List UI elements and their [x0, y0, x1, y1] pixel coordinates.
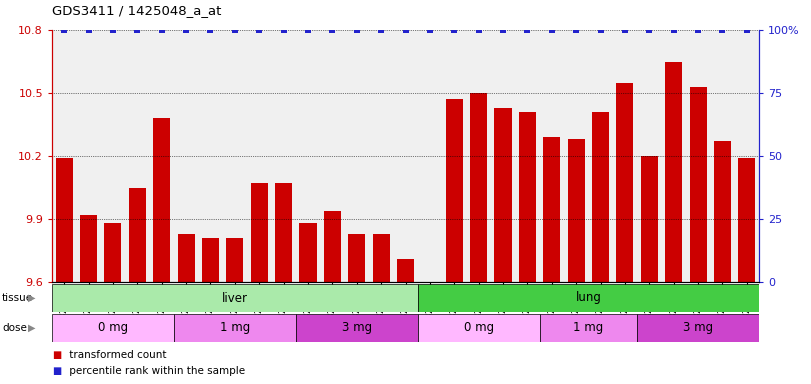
Point	[326, 27, 339, 33]
Point	[448, 27, 461, 33]
Bar	[251, 183, 268, 282]
Point	[643, 27, 656, 33]
Point	[619, 27, 632, 33]
Bar	[372, 234, 389, 282]
Text: 0 mg: 0 mg	[98, 321, 128, 334]
Bar	[738, 158, 755, 282]
Point	[106, 27, 119, 33]
Bar	[80, 215, 97, 282]
Bar	[397, 259, 414, 282]
Point	[155, 27, 168, 33]
Point	[131, 27, 144, 33]
Text: 0 mg: 0 mg	[464, 321, 494, 334]
Point	[496, 27, 509, 33]
Point	[740, 27, 753, 33]
Bar	[641, 156, 658, 282]
Bar	[52, 314, 174, 342]
Text: 3 mg: 3 mg	[683, 321, 713, 334]
Text: liver: liver	[222, 291, 248, 305]
Bar	[129, 187, 146, 282]
Bar	[202, 238, 219, 282]
Bar	[519, 112, 536, 282]
Point	[423, 27, 436, 33]
Bar	[174, 314, 296, 342]
Bar	[637, 314, 759, 342]
Bar	[418, 314, 539, 342]
Bar	[324, 210, 341, 282]
Bar	[56, 158, 73, 282]
Text: ▶: ▶	[28, 323, 36, 333]
Text: percentile rank within the sample: percentile rank within the sample	[66, 366, 245, 376]
Point	[350, 27, 363, 33]
Bar	[226, 238, 243, 282]
Point	[229, 27, 242, 33]
Point	[545, 27, 558, 33]
Point	[375, 27, 388, 33]
Point	[569, 27, 582, 33]
Bar	[153, 118, 170, 282]
Bar	[592, 112, 609, 282]
Text: 1 mg: 1 mg	[573, 321, 603, 334]
Bar	[105, 223, 122, 282]
Point	[302, 27, 315, 33]
Bar	[178, 234, 195, 282]
Bar	[418, 284, 759, 312]
Point	[253, 27, 266, 33]
Bar	[299, 223, 316, 282]
Point	[179, 27, 192, 33]
Text: ■: ■	[52, 350, 62, 360]
Point	[521, 27, 534, 33]
Text: 1 mg: 1 mg	[220, 321, 250, 334]
Bar	[296, 314, 418, 342]
Bar	[446, 99, 463, 282]
Point	[204, 27, 217, 33]
Bar	[422, 282, 439, 309]
Bar	[714, 141, 731, 282]
Bar	[539, 314, 637, 342]
Bar	[568, 139, 585, 282]
Bar	[495, 108, 512, 282]
Bar	[52, 284, 418, 312]
Text: GDS3411 / 1425048_a_at: GDS3411 / 1425048_a_at	[52, 4, 221, 17]
Bar	[348, 234, 365, 282]
Bar	[616, 83, 633, 282]
Bar	[665, 61, 682, 282]
Text: ▶: ▶	[28, 293, 36, 303]
Text: ■: ■	[52, 366, 62, 376]
Point	[692, 27, 705, 33]
Bar	[689, 87, 706, 282]
Point	[82, 27, 95, 33]
Point	[594, 27, 607, 33]
Text: dose: dose	[2, 323, 27, 333]
Text: tissue: tissue	[2, 293, 33, 303]
Bar	[470, 93, 487, 282]
Point	[58, 27, 71, 33]
Bar	[543, 137, 560, 282]
Point	[716, 27, 729, 33]
Bar	[275, 183, 292, 282]
Point	[667, 27, 680, 33]
Text: lung: lung	[576, 291, 601, 305]
Point	[472, 27, 485, 33]
Point	[277, 27, 290, 33]
Text: transformed count: transformed count	[66, 350, 166, 360]
Point	[399, 27, 412, 33]
Text: 3 mg: 3 mg	[341, 321, 371, 334]
